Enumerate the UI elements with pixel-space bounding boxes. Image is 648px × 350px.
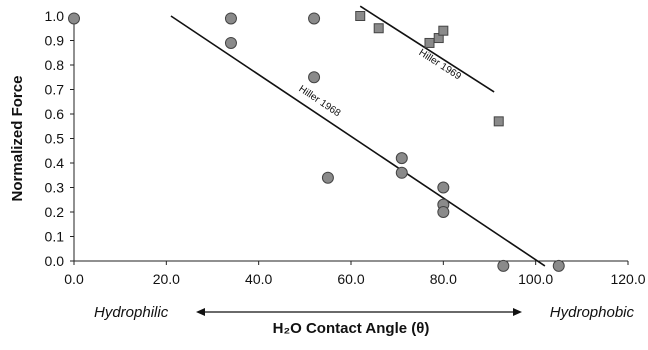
arrow-head-right	[513, 308, 522, 316]
x-tick-label: 60.0	[337, 271, 364, 287]
circle-point	[321, 171, 334, 184]
circle-point	[308, 71, 321, 84]
circle-point	[552, 259, 565, 272]
circle-point	[395, 152, 408, 165]
circle-point	[224, 12, 237, 25]
hydrophobic-annotation: Hydrophobic	[550, 304, 635, 321]
square-point	[355, 11, 366, 21]
square-point	[438, 25, 449, 36]
fit-label-hiller-1968: Hiller 1968	[297, 84, 343, 120]
x-tick-label: 100.0	[518, 271, 553, 287]
x-axis-label: H₂O Contact Angle (θ)	[273, 320, 430, 337]
square-point	[424, 37, 435, 48]
circle-point	[497, 259, 510, 272]
circle-point	[437, 206, 450, 218]
y-tick-label: 1.0	[45, 8, 65, 24]
data-points	[68, 11, 565, 272]
y-tick-label: 0.7	[45, 82, 65, 98]
y-axis-label: Normalized Force	[9, 76, 26, 202]
x-tick-label: 120.0	[610, 271, 645, 287]
y-tick-label: 0.8	[45, 57, 65, 73]
x-tick-label: 40.0	[245, 271, 272, 287]
square-point	[493, 116, 504, 127]
circle-point	[437, 181, 450, 194]
fit-label-hiller-1969: Hiller 1969	[417, 47, 464, 82]
x-tick-label: 20.0	[153, 271, 180, 287]
fit-line	[170, 15, 546, 267]
fit-lines	[170, 5, 546, 267]
circle-point	[395, 166, 408, 179]
y-tick-label: 0.6	[45, 106, 65, 122]
circle-point	[224, 36, 237, 49]
x-tick-label: 0.0	[64, 271, 84, 287]
chart-texts: Normalized Force H₂O Contact Angle (θ) H…	[9, 47, 634, 337]
x-tick-label: 80.0	[430, 271, 457, 287]
arrow-head-left	[196, 308, 205, 316]
y-tick-label: 0.4	[45, 155, 65, 171]
fit-line	[359, 5, 495, 93]
y-tick-label: 0.5	[45, 131, 65, 147]
axes: 0.0 0.1 0.2 0.3 0.4 0.5 0.6 0.7 0.8 0.9 1.0 0.0 20.0…	[45, 8, 646, 316]
y-tick-label: 0.9	[45, 33, 65, 49]
circle-point	[68, 12, 80, 25]
y-tick-label: 0.3	[45, 180, 65, 196]
y-tick-label: 0.2	[45, 204, 65, 220]
y-tick-label: 0.1	[45, 229, 65, 245]
circle-point	[308, 12, 321, 25]
y-tick-label: 0.0	[45, 253, 65, 269]
square-point	[373, 23, 384, 34]
hydrophilic-annotation: Hydrophilic	[94, 304, 169, 321]
